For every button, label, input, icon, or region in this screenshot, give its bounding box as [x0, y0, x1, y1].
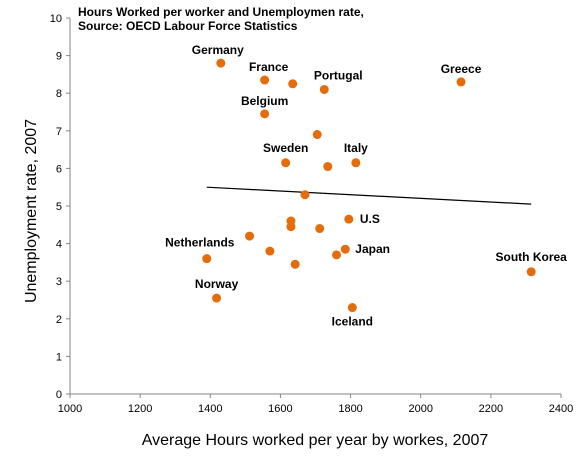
- point-label: Iceland: [332, 315, 373, 329]
- data-point: [319, 84, 329, 94]
- x-axis-ticks: 1000 1200 1400 1600 1800 2000 2200 2400: [58, 394, 573, 415]
- data-point: [456, 77, 466, 87]
- data-point: [300, 190, 310, 200]
- x-tick-label: 1400: [198, 403, 222, 415]
- y-axis-ticks: 0 1 2 3 4 5 6 7 8 9 10: [50, 13, 70, 401]
- y-tick-label: 0: [56, 389, 62, 401]
- data-points-layer: [202, 58, 536, 313]
- trendline: [206, 186, 532, 205]
- point-label: Sweden: [263, 141, 308, 155]
- data-point: [260, 109, 270, 119]
- x-axis-title: Average Hours worked per year by workes,…: [142, 432, 489, 449]
- point-label: Belgium: [241, 94, 288, 108]
- chart-title-line-1: Hours Worked per worker and Unemploymen …: [78, 5, 364, 19]
- data-point: [351, 158, 361, 168]
- point-label: U.S: [360, 212, 380, 226]
- data-point: [290, 259, 300, 269]
- chart-title-line-2: Source: OECD Labour Force Statistics: [78, 19, 298, 33]
- data-point: [202, 254, 212, 264]
- x-tick-label: 1800: [338, 403, 362, 415]
- data-point: [286, 222, 296, 232]
- y-tick-label: 10: [50, 13, 62, 25]
- data-point: [526, 267, 536, 277]
- data-point: [312, 130, 322, 140]
- data-point: [315, 224, 325, 234]
- point-label: Norway: [195, 277, 239, 291]
- y-tick-label: 1: [56, 351, 62, 363]
- x-tick-label: 1600: [268, 403, 292, 415]
- x-tick-label: 2200: [479, 403, 503, 415]
- y-tick-label: 2: [56, 314, 62, 326]
- data-point: [260, 75, 270, 85]
- point-label: Portugal: [314, 68, 363, 82]
- data-point: [245, 231, 255, 241]
- data-point: [216, 58, 226, 68]
- data-point: [344, 214, 354, 224]
- y-tick-label: 9: [56, 51, 62, 63]
- point-label: Greece: [441, 62, 482, 76]
- point-label: Netherlands: [165, 236, 235, 250]
- y-axis-title: Unemployment rate, 2007: [23, 119, 40, 303]
- point-label: Japan: [355, 242, 390, 256]
- data-point: [340, 244, 350, 254]
- y-tick-label: 5: [56, 201, 62, 213]
- point-label: Italy: [344, 141, 368, 155]
- data-point: [323, 162, 333, 172]
- x-tick-label: 2400: [549, 403, 573, 415]
- data-point: [332, 250, 342, 260]
- data-point: [288, 79, 298, 89]
- y-tick-label: 7: [56, 126, 62, 138]
- y-tick-label: 4: [56, 239, 62, 251]
- data-point: [347, 303, 357, 313]
- trendline-layer: [206, 186, 532, 205]
- x-tick-label: 1000: [58, 403, 82, 415]
- y-tick-label: 3: [56, 276, 62, 288]
- data-point: [265, 246, 275, 256]
- x-tick-label: 1200: [128, 403, 152, 415]
- point-label: France: [249, 60, 289, 74]
- point-labels-layer: Germany France Portugal Greece Belgium Sweden…: [165, 43, 567, 328]
- y-tick-label: 6: [56, 163, 62, 175]
- data-point: [281, 158, 291, 168]
- x-tick-label: 2000: [408, 403, 432, 415]
- data-point: [212, 293, 222, 303]
- y-tick-label: 8: [56, 88, 62, 100]
- point-label: South Korea: [496, 250, 568, 264]
- point-label: Germany: [192, 43, 244, 57]
